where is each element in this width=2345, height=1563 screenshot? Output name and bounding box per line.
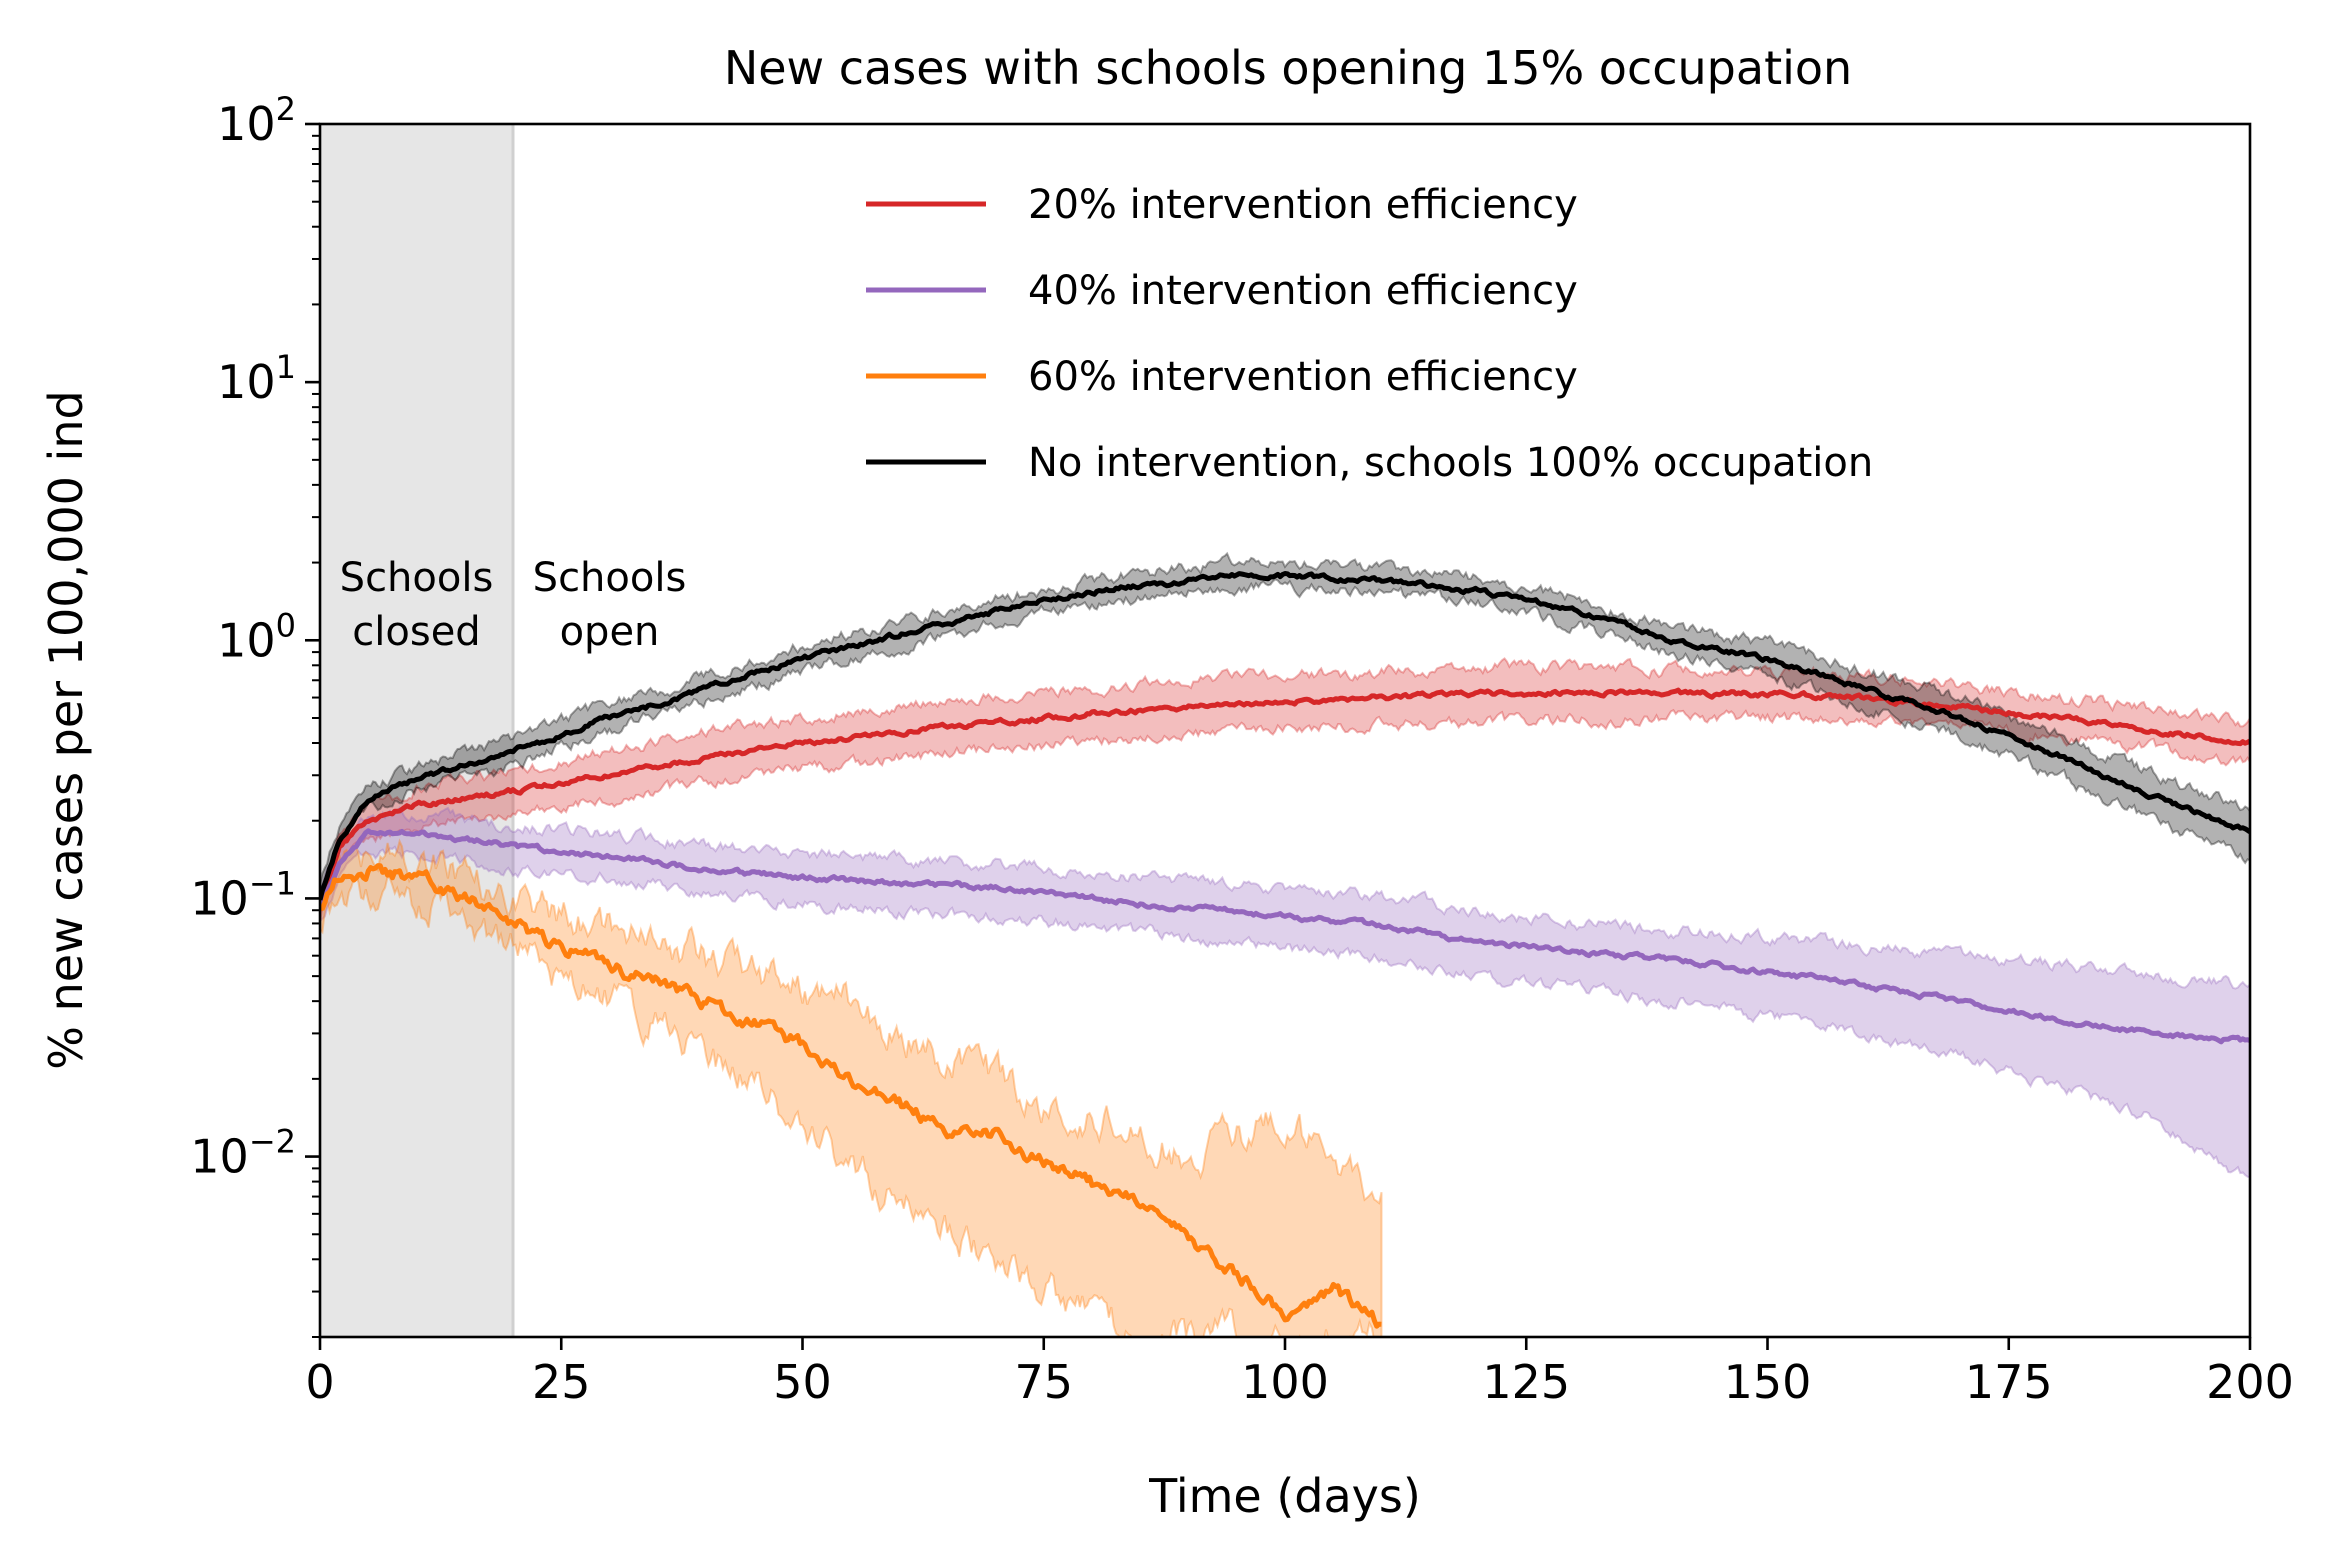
- y-tick-label: 100: [217, 606, 296, 667]
- y-tick-exponent: −2: [249, 1123, 296, 1161]
- y-tick-base: 10: [217, 355, 276, 409]
- band-20-intervention-efficiency: [320, 657, 2250, 922]
- line-60-intervention-efficiency: [320, 863, 1382, 1329]
- band-40-intervention-efficiency: [320, 806, 2250, 1179]
- line-40-intervention-efficiency: [320, 828, 2250, 1045]
- y-tick-label: 10−1: [190, 864, 296, 925]
- x-axis-label: Time (days): [1148, 1469, 1421, 1523]
- y-tick-base: 10: [190, 1130, 249, 1184]
- legend-label-2: 60% intervention efficiency: [1028, 354, 1578, 400]
- chart-title: New cases with schools opening 15% occup…: [724, 41, 1852, 95]
- x-tick-label: 125: [1482, 1355, 1570, 1409]
- line-no-intervention-schools-100-occupation: [320, 571, 2250, 901]
- x-tick-label: 75: [1014, 1355, 1073, 1409]
- x-tick-label: 200: [2206, 1355, 2294, 1409]
- legend: 20% intervention efficiency 40% intervent…: [866, 182, 1873, 486]
- band-no-intervention-schools-100-occupation: [320, 551, 2250, 909]
- x-tick-label: 150: [1724, 1355, 1812, 1409]
- annotation-1-line-0: Schools: [533, 555, 687, 601]
- x-tick-label: 175: [1965, 1355, 2053, 1409]
- x-tick-label: 50: [773, 1355, 832, 1409]
- annotation-0-line-0: Schools: [340, 555, 494, 601]
- y-tick-exponent: −1: [249, 864, 296, 902]
- x-tick-label: 100: [1241, 1355, 1329, 1409]
- y-tick-label: 101: [217, 348, 296, 409]
- y-tick-base: 10: [190, 871, 249, 925]
- x-tick-label: 0: [305, 1355, 334, 1409]
- x-tick-label: 25: [532, 1355, 591, 1409]
- y-tick-base: 10: [217, 97, 276, 151]
- plot-area: Schools closed Schools open: [318, 122, 2252, 1339]
- y-tick-exponent: 2: [276, 90, 296, 128]
- legend-label-3: No intervention, schools 100% occupation: [1028, 440, 1873, 486]
- y-tick-base: 10: [217, 613, 276, 667]
- y-tick-exponent: 0: [276, 606, 296, 644]
- legend-label-0: 20% intervention efficiency: [1028, 182, 1578, 228]
- y-tick-label: 10−2: [190, 1123, 296, 1184]
- legend-label-1: 40% intervention efficiency: [1028, 268, 1578, 314]
- x-axis: 0 25 50 75 100 125 150 175 200: [305, 1337, 2294, 1409]
- y-axis-label: % new cases per 100,000 ind: [39, 390, 93, 1069]
- y-tick-exponent: 1: [276, 348, 296, 386]
- annotation-1-line-1: open: [560, 609, 660, 655]
- schools-closed-shaded-region: [320, 124, 513, 1337]
- annotation-0-line-1: closed: [352, 609, 480, 655]
- y-tick-label: 102: [217, 90, 296, 151]
- line-20-intervention-efficiency: [320, 687, 2250, 912]
- band-60-intervention-efficiency: [320, 838, 1383, 1337]
